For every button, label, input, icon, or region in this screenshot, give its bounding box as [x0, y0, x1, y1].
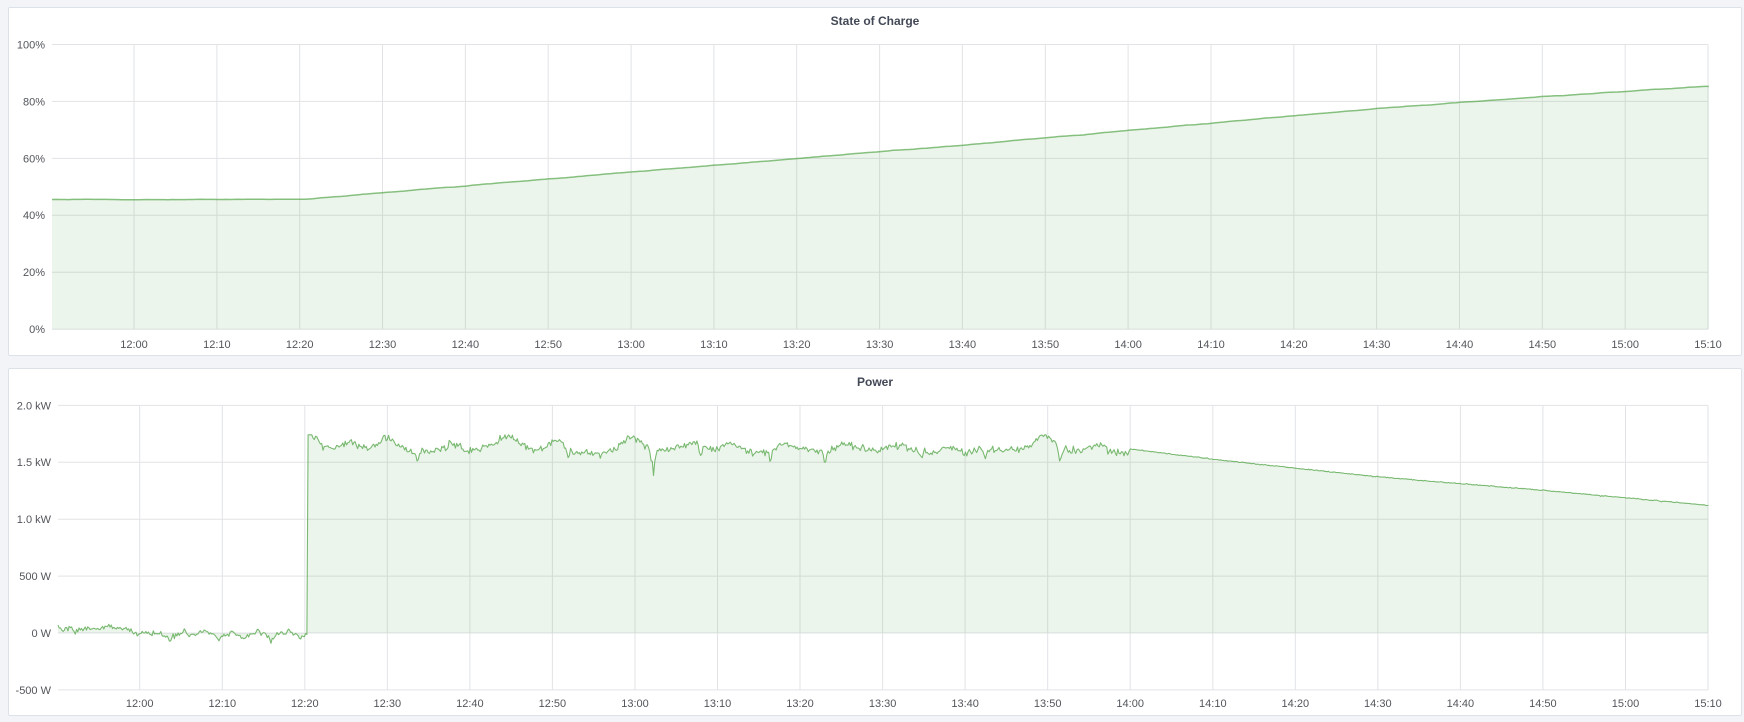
svg-text:13:10: 13:10: [704, 698, 732, 710]
svg-text:13:30: 13:30: [869, 698, 897, 710]
svg-text:15:00: 15:00: [1611, 339, 1639, 351]
svg-text:12:30: 12:30: [374, 698, 402, 710]
svg-text:12:40: 12:40: [456, 698, 484, 710]
svg-text:14:30: 14:30: [1364, 698, 1392, 710]
svg-text:14:30: 14:30: [1363, 339, 1391, 351]
svg-text:12:30: 12:30: [369, 339, 397, 351]
svg-text:14:20: 14:20: [1282, 698, 1310, 710]
svg-text:500 W: 500 W: [19, 571, 51, 583]
svg-text:14:00: 14:00: [1114, 339, 1142, 351]
svg-text:12:20: 12:20: [286, 339, 314, 351]
svg-text:13:50: 13:50: [1032, 339, 1060, 351]
svg-text:12:00: 12:00: [120, 339, 148, 351]
svg-text:14:20: 14:20: [1280, 339, 1308, 351]
svg-text:13:00: 13:00: [621, 698, 649, 710]
svg-text:12:10: 12:10: [209, 698, 237, 710]
svg-text:13:50: 13:50: [1034, 698, 1062, 710]
svg-text:14:50: 14:50: [1529, 698, 1557, 710]
svg-text:13:30: 13:30: [866, 339, 894, 351]
svg-text:-500 W: -500 W: [16, 685, 52, 697]
svg-text:14:10: 14:10: [1199, 698, 1227, 710]
svg-text:14:10: 14:10: [1197, 339, 1225, 351]
svg-text:13:10: 13:10: [700, 339, 728, 351]
svg-text:15:10: 15:10: [1694, 339, 1722, 351]
svg-text:0 W: 0 W: [31, 628, 51, 640]
svg-text:12:00: 12:00: [126, 698, 154, 710]
svg-text:13:40: 13:40: [951, 698, 979, 710]
svg-text:13:00: 13:00: [617, 339, 645, 351]
svg-text:12:10: 12:10: [203, 339, 231, 351]
svg-text:15:00: 15:00: [1612, 698, 1640, 710]
svg-text:80%: 80%: [23, 96, 45, 108]
svg-text:12:20: 12:20: [291, 698, 319, 710]
svg-text:12:50: 12:50: [539, 698, 567, 710]
svg-text:13:20: 13:20: [786, 698, 814, 710]
svg-text:14:50: 14:50: [1529, 339, 1557, 351]
svg-text:14:40: 14:40: [1447, 698, 1475, 710]
svg-text:12:50: 12:50: [534, 339, 562, 351]
svg-text:14:40: 14:40: [1446, 339, 1474, 351]
svg-text:1.5 kW: 1.5 kW: [17, 457, 52, 469]
svg-text:13:20: 13:20: [783, 339, 811, 351]
svg-text:60%: 60%: [23, 153, 45, 165]
svg-text:14:00: 14:00: [1116, 698, 1144, 710]
svg-text:0%: 0%: [29, 324, 45, 336]
svg-text:40%: 40%: [23, 210, 45, 222]
svg-text:15:10: 15:10: [1694, 698, 1722, 710]
svg-text:2.0 kW: 2.0 kW: [17, 400, 52, 412]
svg-text:12:40: 12:40: [452, 339, 480, 351]
svg-text:13:40: 13:40: [949, 339, 977, 351]
svg-text:20%: 20%: [23, 267, 45, 279]
svg-text:1.0 kW: 1.0 kW: [17, 514, 52, 526]
svg-text:100%: 100%: [17, 39, 45, 51]
